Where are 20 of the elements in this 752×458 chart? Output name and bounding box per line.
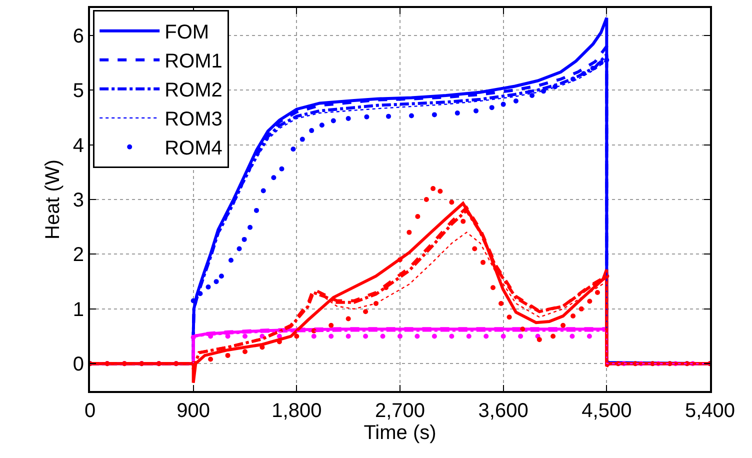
legend-label: ROM3 xyxy=(164,108,222,131)
y-axis-title: Heat (W) xyxy=(42,160,64,240)
y-tick-label: 3 xyxy=(72,190,84,212)
legend-label: ROM1 xyxy=(164,50,222,73)
legend-label: ROM4 xyxy=(164,138,222,160)
y-tick-label: 5 xyxy=(72,80,84,102)
x-tick-label: 2,700 xyxy=(374,400,426,422)
y-tick-label: 6 xyxy=(72,25,84,48)
x-tick-label: 900 xyxy=(176,400,210,422)
x-tick-label: 5,400 xyxy=(684,400,736,422)
x-tick-label: 1,800 xyxy=(272,400,322,422)
legend-label: ROM2 xyxy=(164,80,222,102)
legend-label: FOM xyxy=(164,22,210,44)
x-tick-label: 3,600 xyxy=(478,400,528,422)
y-tick-label: 0 xyxy=(72,354,84,376)
y-tick-label: 4 xyxy=(72,134,84,157)
x-axis-title: Time (s) xyxy=(364,422,436,444)
y-tick-label: 1 xyxy=(72,298,84,321)
y-tick-label: 2 xyxy=(72,244,84,266)
x-tick-label: 4,500 xyxy=(582,400,632,422)
